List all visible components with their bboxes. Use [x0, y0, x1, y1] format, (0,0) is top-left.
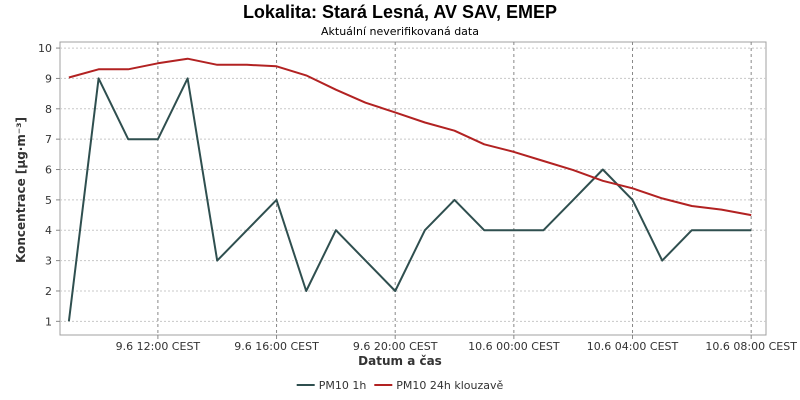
- series-line-1: [68, 57, 752, 217]
- series-lines: [67, 57, 752, 322]
- x-tick-label: 9.6 20:00 CEST: [353, 340, 438, 353]
- y-tick-label: 2: [45, 285, 52, 298]
- x-tick-label: 10.6 08:00 CEST: [705, 340, 797, 353]
- x-tick-label: 9.6 12:00 CEST: [116, 340, 201, 353]
- y-tick-label: 8: [45, 103, 52, 116]
- legend-label: PM10 24h klouzavě: [396, 379, 503, 392]
- chart-subtitle: Aktuální neverifikovaná data: [321, 25, 479, 38]
- y-tick-label: 9: [45, 72, 52, 85]
- legend-label: PM10 1h: [319, 379, 367, 392]
- legend-item: PM10 1h: [296, 379, 367, 392]
- y-tick-label: 5: [45, 194, 52, 207]
- x-axis-label: Datum a čas: [358, 354, 442, 368]
- y-tick-label: 1: [45, 315, 52, 328]
- plot-area: [59, 41, 767, 336]
- y-tick-label: 10: [38, 42, 52, 55]
- legend: PM10 1h PM10 24h klouzavě: [296, 379, 504, 392]
- x-tick-label: 10.6 04:00 CEST: [587, 340, 679, 353]
- y-tick-label: 4: [45, 224, 52, 237]
- series-line-0: [67, 77, 752, 322]
- chart-title: Lokalita: Stará Lesná, AV SAV, EMEP: [243, 2, 557, 22]
- y-tick-label: 3: [45, 255, 52, 268]
- x-tick-label: 10.6 00:00 CEST: [468, 340, 560, 353]
- y-axis: 1 2 3 4 5 6 7 8 9 10: [38, 42, 60, 328]
- legend-item: PM10 24h klouzavě: [374, 379, 504, 392]
- y-tick-label: 6: [45, 164, 52, 177]
- x-axis: 9.6 12:00 CEST 9.6 16:00 CEST 9.6 20:00 CE…: [116, 335, 797, 353]
- x-tick-label: 9.6 16:00 CEST: [234, 340, 319, 353]
- y-tick-label: 7: [45, 133, 52, 146]
- y-axis-label: Koncentrace [µg·m⁻³]: [14, 117, 28, 263]
